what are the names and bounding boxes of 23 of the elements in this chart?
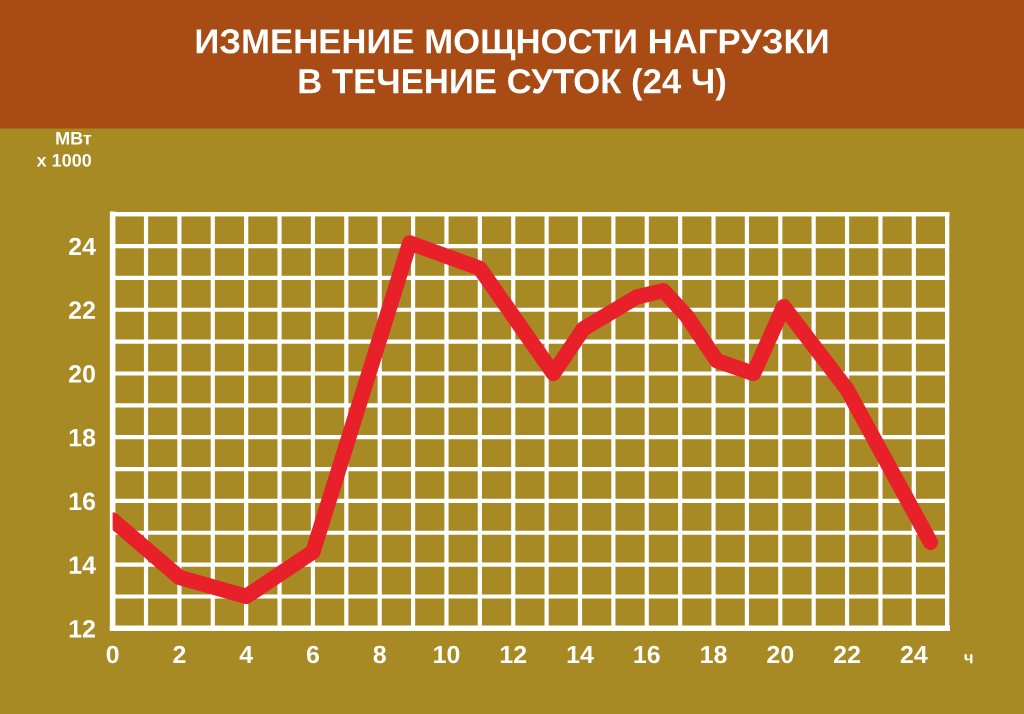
y-axis-title: МВт х 1000 [36,132,92,167]
x-tick-label: 6 [306,645,319,664]
y-tick-label: 16 [69,492,96,511]
x-tick-label: 14 [567,645,594,664]
x-tick-label: 8 [373,645,386,664]
x-tick-label: 12 [500,645,527,664]
x-tick-label: 20 [767,645,794,664]
y-tick-label: 20 [69,365,95,383]
x-tick-label: 24 [900,645,928,664]
y-tick-label: 14 [69,556,96,574]
x-tick-label: 16 [634,645,660,664]
y-tick-label: 18 [69,428,96,447]
chart-title: ИЗМЕНЕНИЕ МОЩНОСТИ НАГРУЗКИ В ТЕЧЕНИЕ СУТОК (24 Ч) [196,29,828,101]
x-tick-label: 10 [434,645,460,664]
x-tick-label: 0 [106,645,119,664]
x-tick-label: 22 [834,645,860,664]
x-axis-title: ч [964,654,973,664]
x-tick-label: 18 [701,645,727,664]
y-tick-label: 22 [69,301,95,319]
y-tick-label: 12 [69,619,95,638]
x-tick-label: 2 [173,645,186,664]
y-tick-label: 24 [69,237,96,256]
x-tick-label: 4 [239,645,253,664]
